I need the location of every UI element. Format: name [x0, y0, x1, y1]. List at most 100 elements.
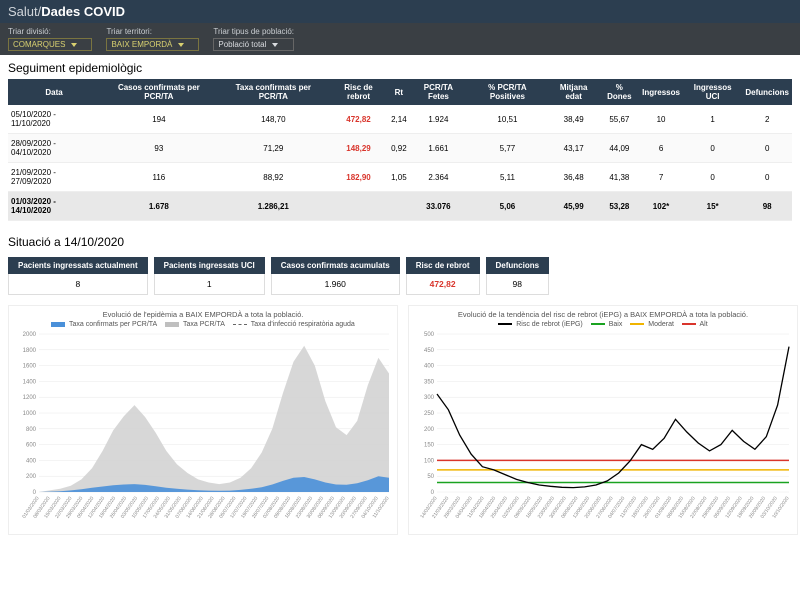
table-cell: 10,51: [467, 105, 548, 134]
chart2-legend: Risc de rebrot (iEPG) Baix Moderat Alt: [413, 321, 793, 330]
table-cell: 55,67: [600, 105, 640, 134]
table-cell: 1.286,21: [218, 192, 329, 221]
stat-card: Defuncions98: [486, 257, 550, 295]
table-cell: 21/09/2020 - 27/09/2020: [8, 163, 100, 192]
svg-text:600: 600: [26, 443, 37, 449]
svg-text:800: 800: [26, 427, 37, 433]
stat-card: Pacients ingressats actualment8: [8, 257, 148, 295]
table-cell: 44,09: [600, 134, 640, 163]
table-cell: 2.364: [410, 163, 467, 192]
filter-bar: Triar divisió: COMARQUES Triar territori…: [0, 23, 800, 55]
table-cell: 43,17: [548, 134, 600, 163]
situacio-title: Situació a 14/10/2020: [0, 229, 800, 253]
filter-territori-select[interactable]: BAIX EMPORDÀ: [106, 38, 199, 51]
table-cell: 472,82: [329, 105, 388, 134]
stat-label: Defuncions: [486, 257, 550, 274]
table-cell: 1,05: [388, 163, 410, 192]
table-cell: 38,49: [548, 105, 600, 134]
legend-item: Alt: [682, 321, 708, 328]
table-header: Casos confirmats per PCR/TA: [100, 79, 218, 105]
table-cell: 1: [683, 105, 742, 134]
brand-title: Dades COVID: [41, 4, 125, 19]
table-header: Risc de rebrot: [329, 79, 388, 105]
table-cell: 01/03/2020 - 14/10/2020: [8, 192, 100, 221]
filter-territori-label: Triar territori:: [106, 27, 199, 36]
epi-table: DataCasos confirmats per PCR/TATaxa conf…: [8, 79, 792, 221]
svg-text:1800: 1800: [23, 348, 37, 354]
svg-text:1600: 1600: [23, 364, 37, 370]
stat-value: 472,82: [406, 274, 480, 295]
table-cell: 7: [639, 163, 683, 192]
svg-text:350: 350: [424, 379, 435, 385]
chevron-down-icon: [272, 43, 278, 47]
table-cell: 1.678: [100, 192, 218, 221]
svg-text:1000: 1000: [23, 411, 37, 417]
filter-poblacio: Triar tipus de població: Població total: [213, 27, 294, 51]
table-cell: 28/09/2020 - 04/10/2020: [8, 134, 100, 163]
topbar: Salut/Dades COVID: [0, 0, 800, 23]
table-cell: 0: [742, 134, 792, 163]
epi-title: Seguiment epidemiològic: [0, 55, 800, 79]
svg-text:1400: 1400: [23, 379, 37, 385]
svg-text:150: 150: [424, 443, 435, 449]
table-cell: 1.661: [410, 134, 467, 163]
filter-divisio: Triar divisió: COMARQUES: [8, 27, 92, 51]
brand: Salut/Dades COVID: [8, 4, 125, 19]
legend-item: Taxa PCR/TA: [165, 321, 225, 328]
legend-item: Taxa confirmats per PCR/TA: [51, 321, 157, 328]
svg-text:300: 300: [424, 395, 435, 401]
filter-divisio-select[interactable]: COMARQUES: [8, 38, 92, 51]
stat-card: Casos confirmats acumulats1.960: [271, 257, 400, 295]
chart-rebrot: Evolució de la tendència del risc de reb…: [408, 305, 798, 535]
table-header: Data: [8, 79, 100, 105]
table-header: % Dones: [600, 79, 640, 105]
stat-value: 8: [8, 274, 148, 295]
table-cell: 5,06: [467, 192, 548, 221]
table-cell: 2,14: [388, 105, 410, 134]
chevron-down-icon: [178, 43, 184, 47]
filter-poblacio-select[interactable]: Població total: [213, 38, 294, 51]
svg-text:0: 0: [431, 490, 435, 496]
filter-poblacio-value: Població total: [218, 40, 266, 49]
svg-text:100: 100: [424, 458, 435, 464]
table-cell: 45,99: [548, 192, 600, 221]
table-header: Ingressos UCI: [683, 79, 742, 105]
table-cell: 93: [100, 134, 218, 163]
svg-text:50: 50: [427, 474, 434, 480]
table-cell: 10: [639, 105, 683, 134]
table-header: PCR/TA Fetes: [410, 79, 467, 105]
svg-text:450: 450: [424, 348, 435, 354]
svg-text:200: 200: [26, 474, 37, 480]
table-header: Defuncions: [742, 79, 792, 105]
table-row: 01/03/2020 - 14/10/20201.6781.286,2133.0…: [8, 192, 792, 221]
legend-item: Baix: [591, 321, 623, 328]
svg-text:400: 400: [424, 364, 435, 370]
chart-epidemia: Evolució de l'epidèmia a BAIX EMPORDÀ a …: [8, 305, 398, 535]
svg-text:1200: 1200: [23, 395, 37, 401]
svg-text:500: 500: [424, 332, 435, 338]
table-cell: 41,38: [600, 163, 640, 192]
table-header: Mitjana edat: [548, 79, 600, 105]
table-row: 05/10/2020 - 11/10/2020194148,70472,822,…: [8, 105, 792, 134]
table-cell: 102*: [639, 192, 683, 221]
stat-label: Pacients ingressats UCI: [154, 257, 265, 274]
stats-row: Pacients ingressats actualment8 Pacients …: [0, 253, 800, 305]
table-cell: [388, 192, 410, 221]
table-cell: 0: [683, 134, 742, 163]
chart2-svg: 05010015020025030035040045050014/03/2020…: [413, 330, 793, 530]
table-cell: 194: [100, 105, 218, 134]
table-header: Ingressos: [639, 79, 683, 105]
legend-item: Moderat: [630, 321, 674, 328]
stat-value: 1.960: [271, 274, 400, 295]
charts-row: Evolució de l'epidèmia a BAIX EMPORDÀ a …: [0, 305, 800, 545]
table-row: 21/09/2020 - 27/09/202011688,92182,901,0…: [8, 163, 792, 192]
filter-divisio-value: COMARQUES: [13, 40, 65, 49]
svg-text:400: 400: [26, 458, 37, 464]
table-cell: 182,90: [329, 163, 388, 192]
filter-territori: Triar territori: BAIX EMPORDÀ: [106, 27, 199, 51]
table-row: 28/09/2020 - 04/10/20209371,29148,290,92…: [8, 134, 792, 163]
stat-value: 1: [154, 274, 265, 295]
table-cell: 05/10/2020 - 11/10/2020: [8, 105, 100, 134]
filter-divisio-label: Triar divisió:: [8, 27, 92, 36]
table-cell: [329, 192, 388, 221]
